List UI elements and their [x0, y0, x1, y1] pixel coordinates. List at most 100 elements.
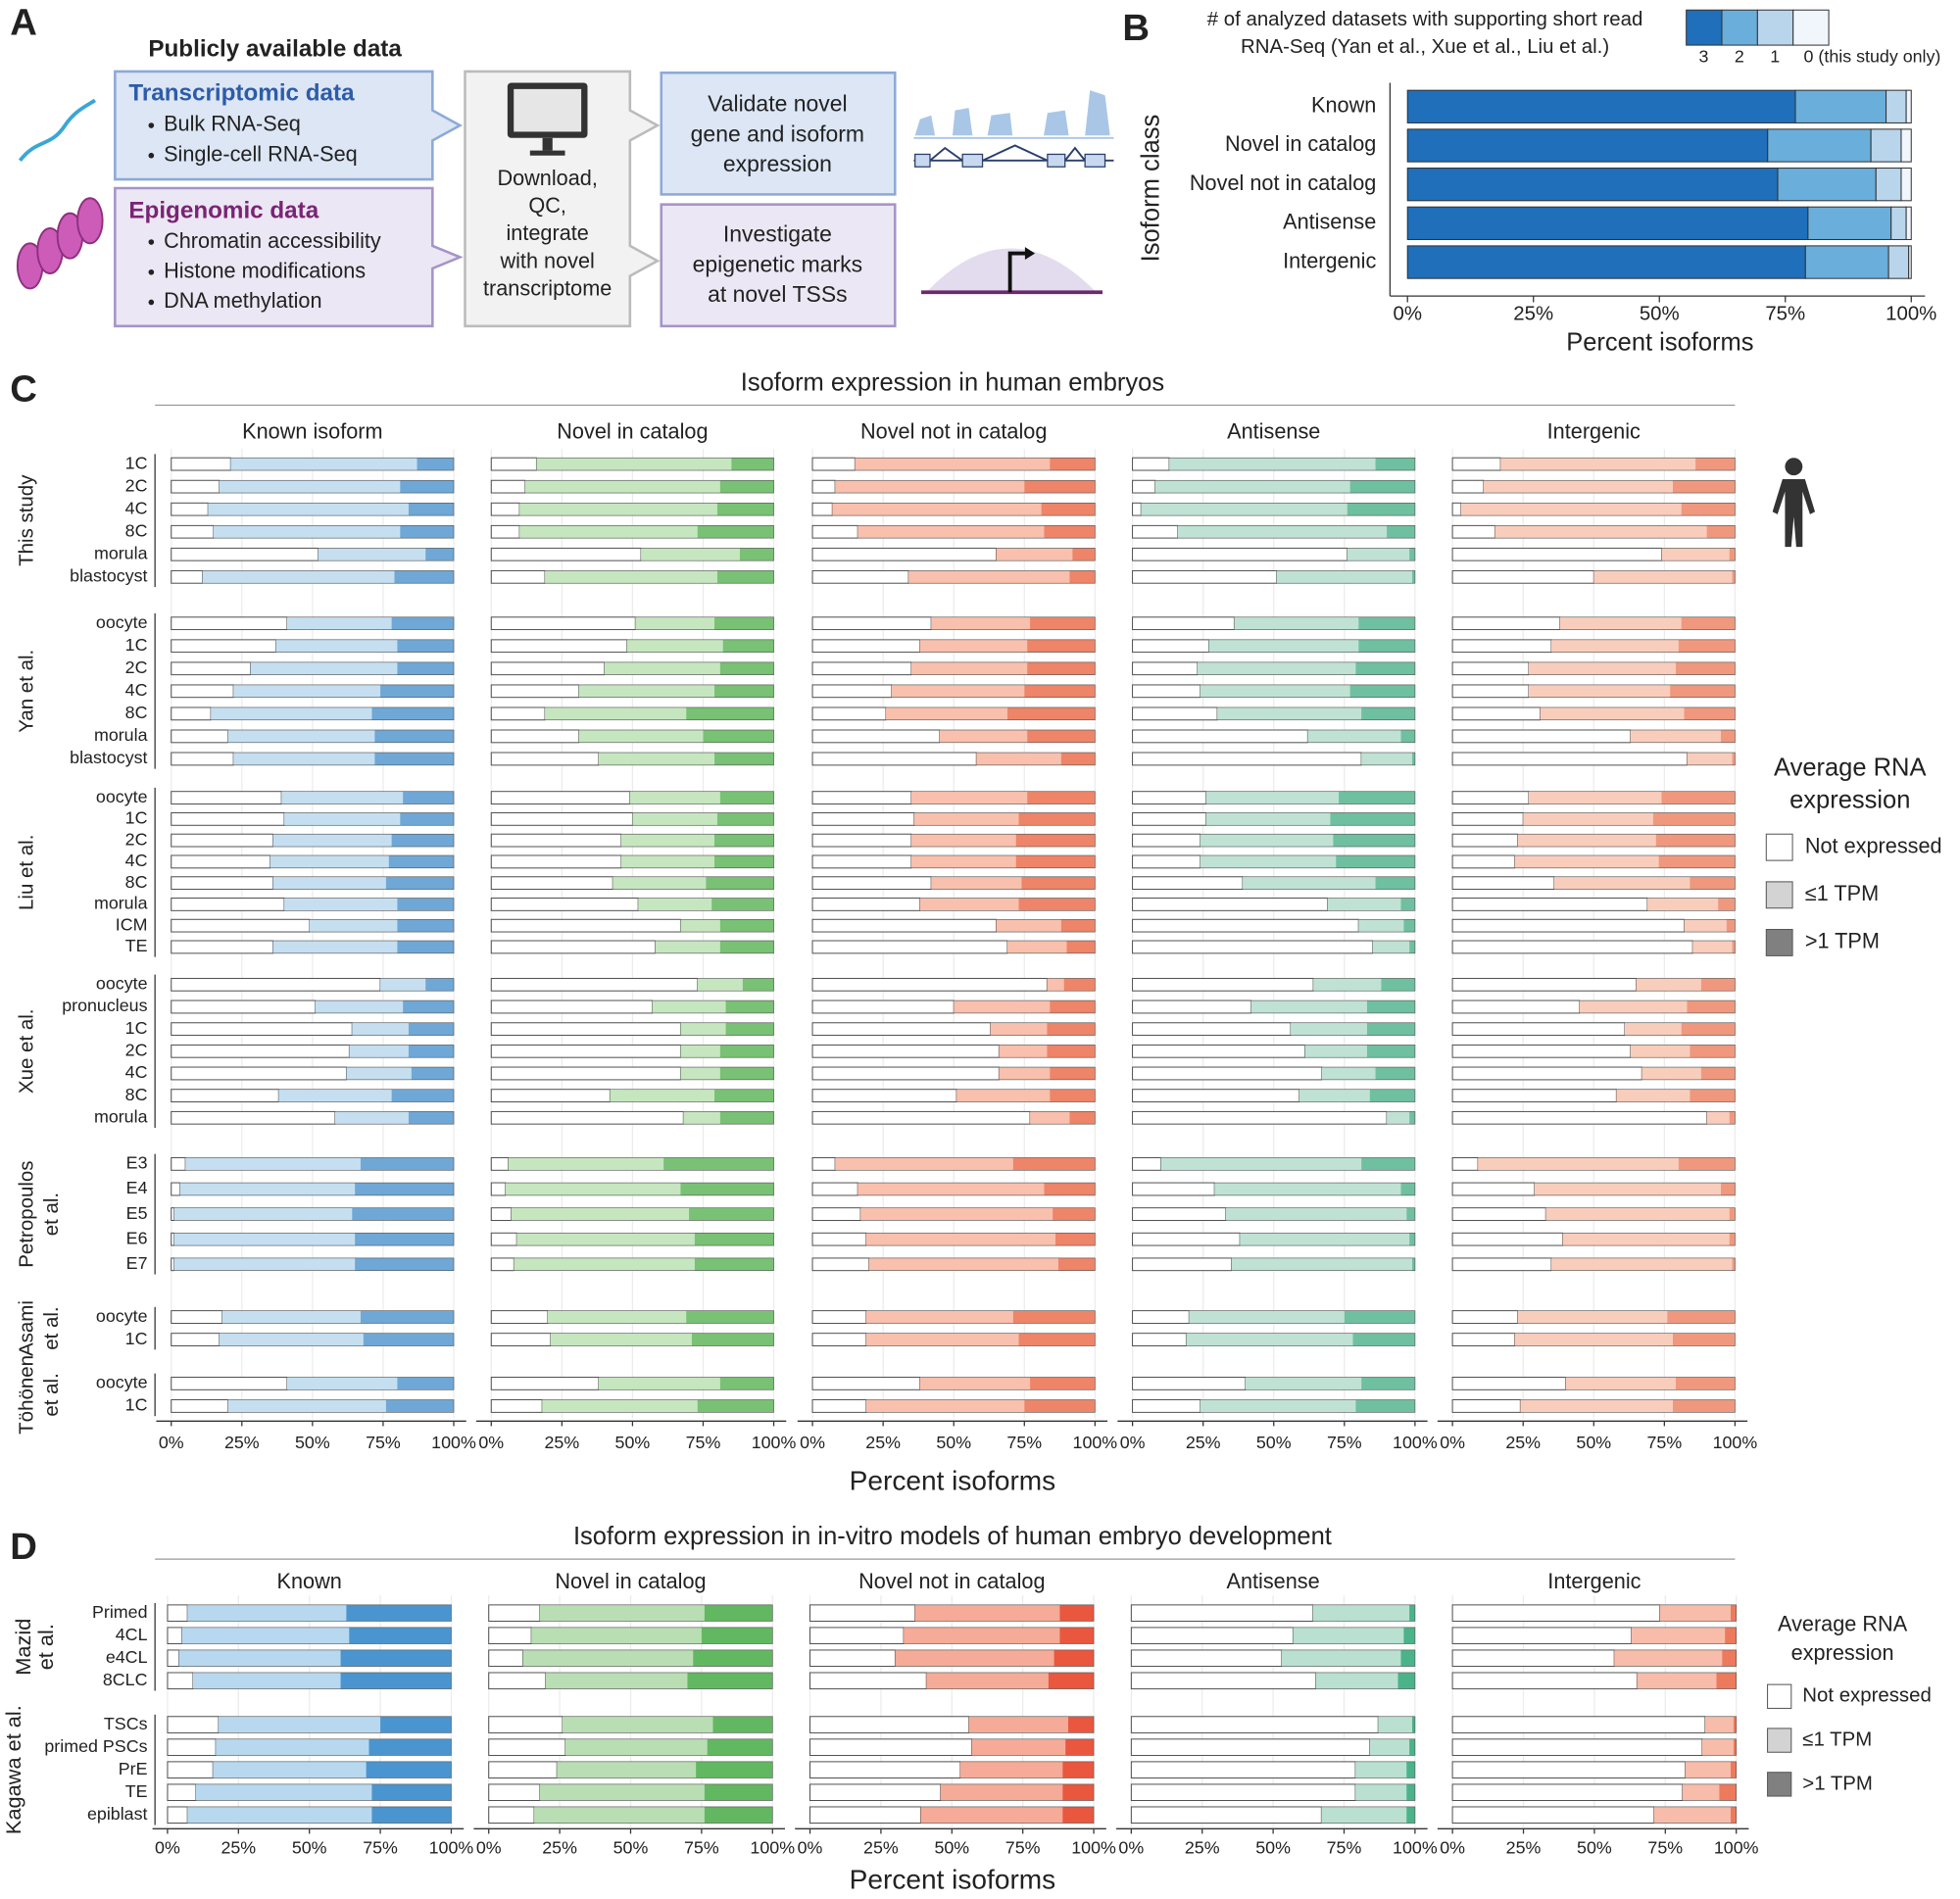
legend-label: >1 TPM	[1802, 1772, 1873, 1794]
bar-segment	[811, 1044, 1000, 1058]
bar-outline	[490, 876, 774, 890]
bar-segment	[1624, 1022, 1682, 1036]
bar-segment	[1397, 1672, 1415, 1689]
bar-segment	[598, 753, 715, 765]
bar-segment	[167, 1672, 194, 1690]
bar-segment	[712, 1716, 773, 1733]
process-line: integrate	[506, 220, 588, 245]
bar-segment	[1327, 898, 1401, 911]
bar-segment	[811, 1333, 867, 1346]
bar-segment	[620, 854, 715, 868]
bar-segment	[680, 1022, 726, 1036]
bar-outline	[171, 999, 455, 1014]
bar-outline	[811, 1257, 1096, 1272]
bar-segment	[731, 458, 774, 471]
bar-segment	[1361, 753, 1412, 765]
bar-outline	[171, 479, 455, 494]
bar-segment	[1406, 1207, 1415, 1221]
y-tick-label: 8C	[125, 520, 148, 540]
bar-segment	[1047, 1022, 1096, 1036]
bar-segment	[1344, 1310, 1415, 1324]
gene-model-icon	[913, 90, 1114, 168]
bar-segment	[171, 524, 215, 539]
bar-segment	[1672, 1333, 1736, 1346]
bar-segment	[1732, 570, 1736, 584]
bar-outline	[1451, 918, 1736, 933]
source-title: Epigenomic data	[128, 198, 318, 224]
bar-segment	[173, 1257, 356, 1271]
bar-outline	[1451, 616, 1736, 630]
bar-segment	[1875, 168, 1902, 202]
bar-segment	[809, 1806, 921, 1825]
bar-segment	[1059, 1604, 1095, 1622]
bar-segment	[1406, 206, 1809, 241]
bar-segment	[1024, 684, 1096, 698]
bar-segment	[1361, 1157, 1415, 1171]
x-tick-label: 100%	[429, 1837, 474, 1857]
bar-segment	[171, 812, 285, 826]
bar-segment	[309, 919, 398, 933]
bar-outline	[1451, 1045, 1736, 1058]
bar-segment	[380, 684, 455, 698]
bar-outline	[1132, 684, 1416, 699]
legend-title: # of analyzed datasets with supporting s…	[1207, 8, 1643, 30]
group-label: et al.	[33, 1624, 58, 1670]
bar-segment	[1406, 128, 1769, 163]
y-tick-label: morula	[94, 894, 148, 913]
bar-segment	[352, 1022, 409, 1036]
bar-segment	[832, 503, 1042, 516]
bar-outline	[1132, 1111, 1416, 1125]
bar-segment	[1132, 791, 1207, 804]
bar-outline	[811, 706, 1096, 721]
process-line: QC,	[528, 193, 566, 218]
bar-segment	[173, 1207, 353, 1221]
group-label: Liu et al.	[15, 835, 37, 910]
bar-segment	[1130, 1806, 1322, 1825]
bar-outline	[490, 729, 774, 744]
bar-segment	[1400, 1183, 1415, 1195]
bar-segment	[490, 791, 630, 804]
bar-outline	[490, 1232, 774, 1246]
bar-segment	[1681, 503, 1736, 516]
y-tick-label: primed PSCs	[44, 1736, 147, 1756]
bar-segment	[811, 898, 921, 911]
bar-segment	[703, 729, 774, 743]
bar-segment	[1687, 1000, 1736, 1013]
bar-segment	[1400, 729, 1415, 743]
bar-outline	[1451, 752, 1736, 766]
bar-segment	[490, 729, 580, 744]
bar-segment	[1655, 834, 1736, 848]
x-tick-label: 100%	[1393, 1837, 1438, 1857]
bar-outline	[1132, 752, 1416, 766]
bar-segment	[1132, 876, 1244, 891]
bar-segment	[1015, 854, 1096, 868]
bar-segment	[886, 706, 1007, 720]
chart-title: Isoform expression in in-vitro models of…	[573, 1523, 1332, 1550]
x-axis-label: Percent isoforms	[850, 1465, 1056, 1495]
x-tick-label: 100%	[431, 1433, 476, 1452]
bar-outline	[171, 812, 455, 826]
bar-segment	[1451, 524, 1495, 539]
bar-segment	[1767, 128, 1872, 163]
x-tick-label: 0%	[1440, 1433, 1465, 1452]
bar-segment	[1720, 729, 1736, 743]
bar-outline	[1451, 1232, 1736, 1246]
bar-segment	[1132, 1182, 1215, 1196]
y-tick-label: 1C	[125, 808, 148, 828]
bar-segment	[1132, 1310, 1190, 1324]
bar-segment	[173, 1233, 356, 1246]
x-tick-label: 75%	[1005, 1837, 1041, 1857]
x-tick-label: 0%	[155, 1837, 180, 1857]
bar-segment	[346, 1067, 412, 1080]
bar-segment	[408, 1022, 455, 1036]
bar-outline	[1451, 1738, 1738, 1756]
bar-segment	[1315, 1672, 1398, 1689]
bar-outline	[1451, 898, 1736, 911]
bar-outline	[490, 854, 774, 869]
x-tick-label: 25%	[542, 1837, 577, 1857]
bar-segment	[1870, 128, 1902, 163]
bar-outline	[490, 978, 774, 992]
bar-outline	[1451, 1066, 1736, 1081]
bar-outline	[1451, 1022, 1736, 1036]
x-tick-label: 75%	[1647, 1837, 1683, 1857]
